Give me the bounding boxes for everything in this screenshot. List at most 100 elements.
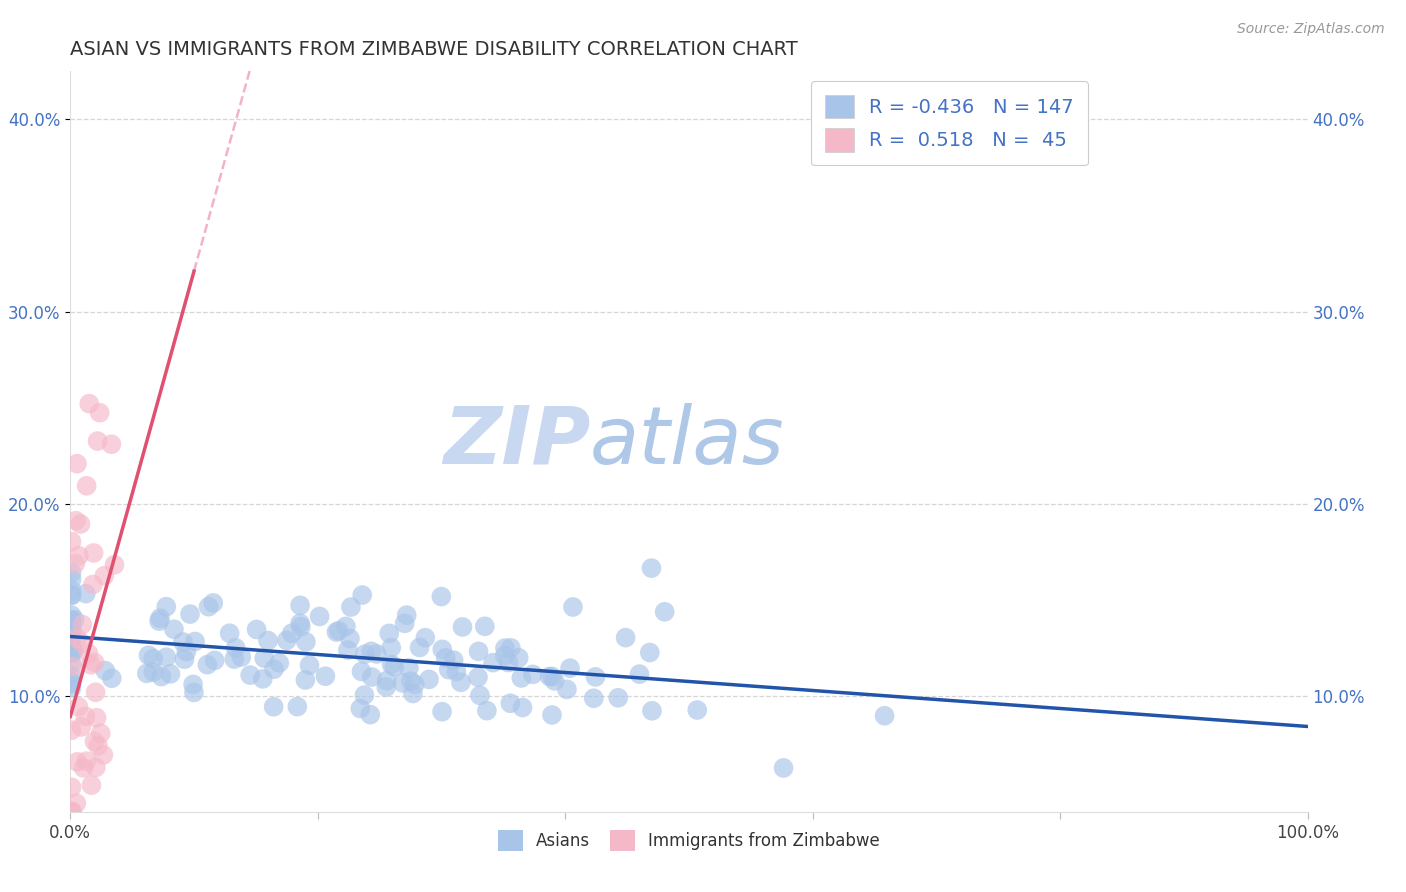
Point [413, 631, 436, 645]
Point [60, 805, 83, 819]
Point [349, 701, 371, 715]
Point [450, 675, 472, 690]
Point [281, 626, 304, 640]
Point [84, 685, 107, 699]
Point [65, 514, 87, 528]
Point [60, 681, 83, 695]
Point [142, 665, 165, 679]
Point [398, 661, 420, 675]
Point [269, 656, 291, 670]
Point [60, 645, 83, 659]
Point [135, 666, 157, 681]
Point [72, 617, 94, 632]
Point [60, 640, 83, 655]
Point [62, 659, 84, 673]
Point [494, 648, 516, 663]
Point [60, 631, 83, 645]
Point [80, 778, 103, 792]
Point [155, 599, 177, 614]
Point [150, 669, 173, 683]
Point [62, 644, 84, 658]
Point [263, 662, 285, 676]
Point [159, 666, 181, 681]
Point [77, 397, 100, 411]
Point [772, 761, 794, 775]
Point [90, 726, 112, 740]
Point [66, 632, 89, 646]
Point [80, 657, 103, 672]
Point [375, 680, 398, 694]
Point [686, 703, 709, 717]
Point [475, 704, 498, 718]
Point [83, 546, 105, 560]
Point [257, 633, 280, 648]
Point [512, 700, 534, 714]
Point [399, 674, 422, 689]
Point [172, 635, 194, 649]
Point [350, 665, 373, 679]
Point [60, 614, 83, 628]
Point [640, 561, 662, 575]
Point [83, 734, 105, 748]
Point [87, 739, 110, 753]
Point [60, 623, 83, 637]
Point [138, 648, 160, 663]
Point [276, 633, 298, 648]
Point [76, 479, 98, 493]
Point [89, 406, 111, 420]
Point [60, 805, 83, 819]
Point [70, 720, 93, 734]
Point [354, 647, 377, 661]
Point [86, 434, 108, 448]
Point [239, 668, 262, 682]
Point [391, 676, 413, 690]
Point [72, 761, 94, 775]
Point [522, 667, 544, 681]
Point [298, 658, 321, 673]
Point [562, 599, 585, 614]
Point [82, 577, 104, 591]
Point [336, 643, 359, 657]
Point [72, 636, 94, 650]
Point [366, 647, 388, 661]
Point [482, 656, 505, 670]
Point [295, 635, 318, 649]
Point [654, 605, 676, 619]
Point [294, 673, 316, 687]
Point [418, 673, 440, 687]
Text: Source: ZipAtlas.com: Source: ZipAtlas.com [1237, 22, 1385, 37]
Point [197, 599, 219, 614]
Point [60, 657, 83, 671]
Point [173, 652, 195, 666]
Point [60, 589, 83, 603]
Text: ASIAN VS IMMIGRANTS FROM ZIMBABWE DISABILITY CORRELATION CHART: ASIAN VS IMMIGRANTS FROM ZIMBABWE DISABI… [70, 39, 799, 59]
Point [263, 699, 285, 714]
Point [555, 682, 578, 697]
Point [60, 723, 83, 738]
Point [404, 677, 426, 691]
Point [60, 624, 83, 638]
Point [451, 620, 474, 634]
Point [69, 516, 91, 531]
Point [335, 619, 357, 633]
Point [60, 632, 83, 646]
Point [430, 590, 453, 604]
Point [510, 671, 533, 685]
Point [100, 437, 122, 451]
Point [75, 586, 97, 600]
Point [352, 588, 374, 602]
Point [204, 653, 226, 667]
Point [86, 711, 108, 725]
Point [382, 659, 405, 673]
Point [66, 457, 89, 471]
Point [103, 558, 125, 572]
Point [290, 620, 312, 634]
Point [434, 650, 457, 665]
Point [163, 622, 186, 636]
Point [60, 805, 83, 819]
Point [585, 670, 607, 684]
Point [360, 644, 382, 658]
Point [67, 549, 90, 563]
Point [184, 634, 207, 648]
Point [288, 616, 311, 631]
